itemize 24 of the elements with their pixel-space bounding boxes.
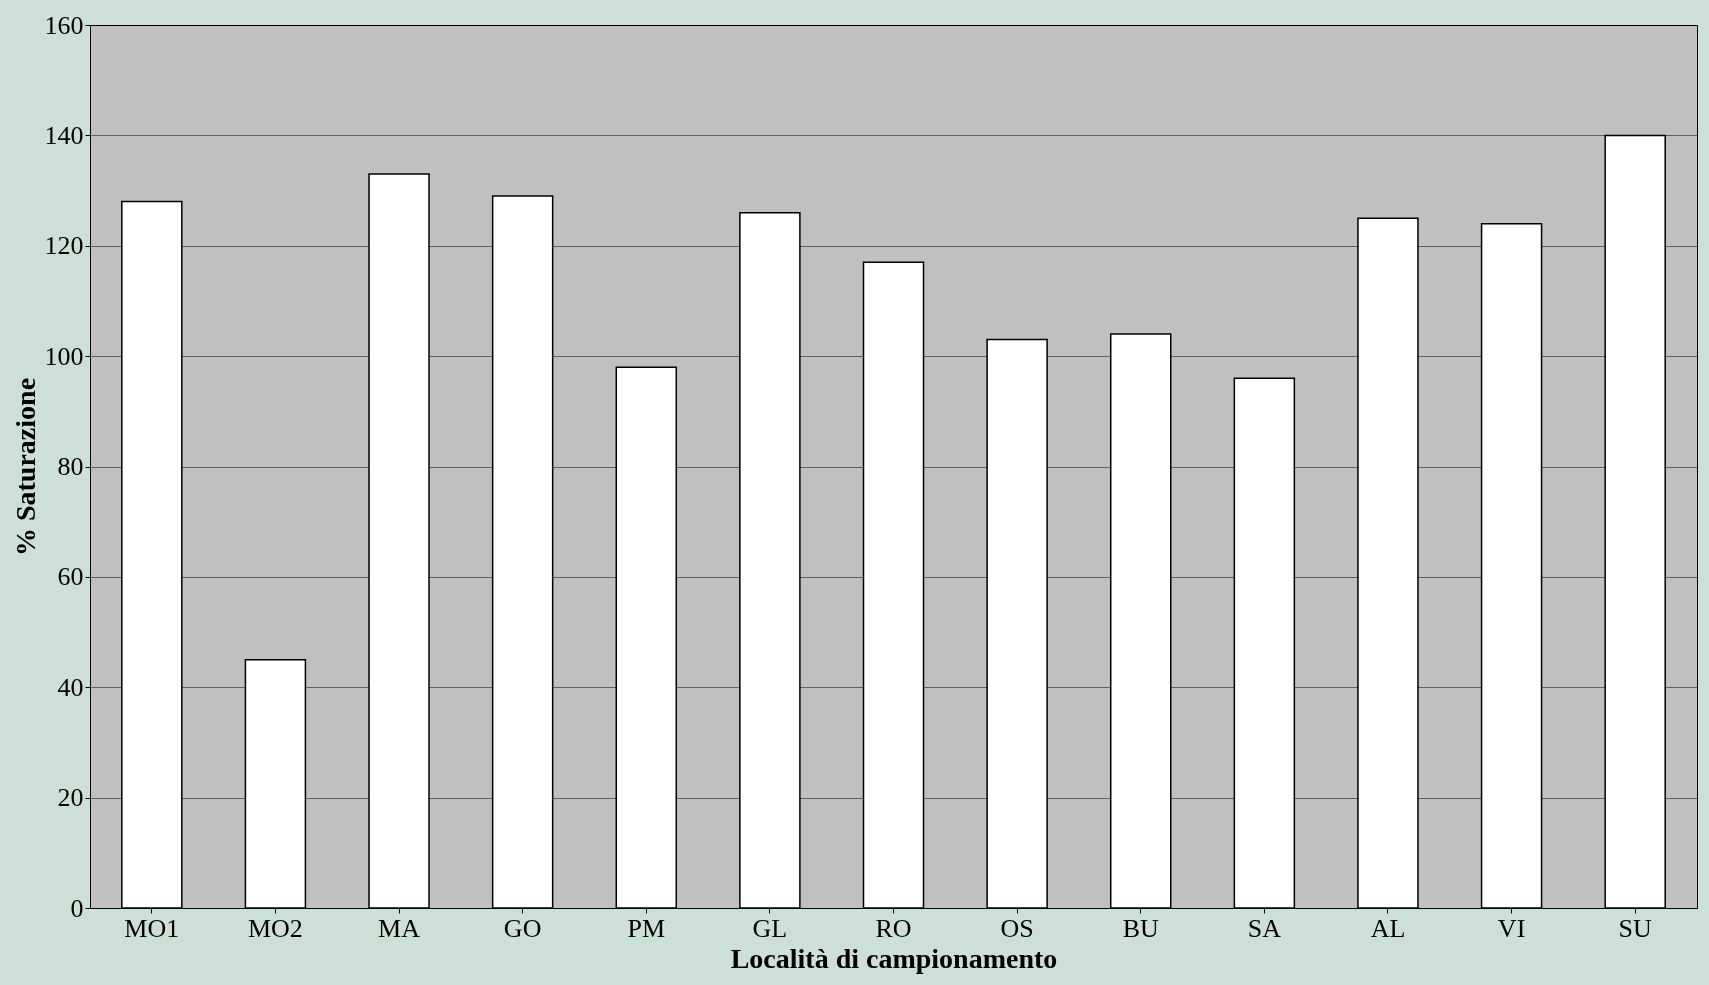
x-tick-label: SA: [1247, 913, 1282, 943]
x-tick-label: GO: [503, 913, 542, 943]
x-tick-label: AL: [1370, 913, 1406, 943]
y-tick-label: 60: [57, 562, 84, 592]
y-tick-label: 20: [57, 783, 84, 813]
y-tick-label: 80: [57, 452, 84, 481]
x-tick-label: VI: [1497, 913, 1526, 943]
x-tick-label: MO1: [124, 913, 180, 943]
x-tick-label: MO2: [247, 913, 303, 943]
y-axis-title: % Saturazione: [9, 377, 41, 557]
y-tick-label: 160: [44, 10, 84, 40]
x-tick-label: RO: [875, 913, 912, 943]
y-tick-label: 100: [44, 341, 84, 371]
y-tick-label: 140: [44, 120, 84, 150]
x-tick-label: PM: [627, 913, 666, 943]
y-tick-label: 40: [57, 672, 84, 702]
y-tick-label: 120: [44, 231, 84, 261]
x-tick-label: OS: [1000, 913, 1034, 943]
y-tick-label: 0: [70, 893, 84, 923]
x-tick-label: SU: [1618, 913, 1653, 943]
x-tick-label: MA: [378, 913, 421, 943]
x-axis-title: Località di campionamento: [730, 942, 1058, 974]
x-tick-label: BU: [1122, 913, 1160, 943]
x-tick-label: GL: [752, 913, 788, 943]
